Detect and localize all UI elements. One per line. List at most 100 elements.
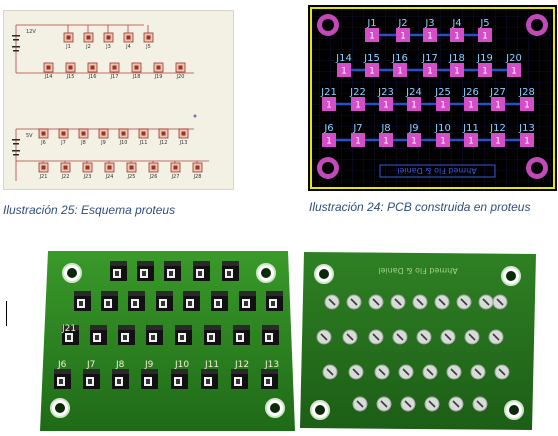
front-ref-label: J11 [204, 360, 219, 370]
pcb-3d-back-figure: Ahmed Flo & Daniel [300, 252, 536, 430]
front-header-connector [101, 291, 118, 311]
back-solder-pad [400, 396, 416, 412]
schematic-ref-label: J21 [39, 174, 48, 180]
pcb-pad-number: 1 [468, 101, 474, 111]
front-ref-label: J6 [57, 360, 67, 370]
back-solder-pad [368, 294, 384, 310]
pcb-ref-label: J8 [380, 123, 390, 134]
schematic-caption: Ilustración 25: Esquema proteus [3, 203, 176, 217]
schematic-connector-j27: J27 [171, 161, 181, 180]
pcb-pad-number: 1 [397, 67, 403, 77]
front-header-connector [110, 261, 127, 281]
pcb-ref-label: J5 [479, 18, 489, 29]
schematic-ref-label: J3 [105, 44, 111, 50]
back-solder-pad [456, 294, 472, 310]
front-ref-label: J7 [86, 360, 95, 370]
schematic-connector-j9: J9 [98, 128, 109, 146]
schematic-supply-top: 12V [26, 29, 36, 35]
pcb-ref-label: J7 [352, 123, 362, 134]
front-j21-label: J21 [61, 324, 76, 334]
front-header-connector [74, 291, 91, 311]
pcb-pad-number: 1 [411, 137, 417, 147]
schematic-ref-label: J18 [132, 74, 141, 80]
front-ref-label: J13 [264, 360, 279, 370]
pcb-layout-figure: J1 1 J2 1 J3 1 J4 1 J5 1 J14 1 J15 1 J16 1 J17 1 J18 1 J19 1 J… [308, 5, 557, 191]
pcb-ref-label: J13 [518, 123, 535, 134]
front-header-connector [231, 369, 248, 389]
schematic-connector-j26: J26 [149, 161, 159, 180]
back-solder-pad [434, 294, 450, 310]
front-header-connector [128, 291, 145, 311]
front-header-connector [204, 325, 221, 345]
pcb-ref-label: J22 [349, 87, 366, 98]
front-header-connector [156, 291, 173, 311]
front-header-connector [90, 325, 107, 345]
schematic-ref-label: J23 [83, 174, 92, 180]
schematic-ref-label: J12 [159, 140, 168, 146]
back-solder-pad [446, 364, 462, 380]
schematic-ref-label: J20 [176, 74, 185, 80]
front-header-connector [83, 369, 100, 389]
back-solder-pad [376, 396, 392, 412]
pcb-pad-number: 1 [355, 101, 361, 111]
front-header-connector [141, 369, 158, 389]
back-solder-pad [488, 329, 504, 345]
schematic-connector-j23: J23 [83, 161, 93, 180]
front-header-connector [261, 369, 278, 389]
pcb-pad-j9: J91 [407, 123, 421, 147]
pcb-ref-label: J26 [462, 87, 479, 98]
schematic-ref-label: J17 [110, 74, 119, 80]
back-solder-pad [368, 329, 384, 345]
pcb-mounting-hole [526, 14, 548, 36]
schematic-ref-label: J25 [127, 174, 136, 180]
schematic-connector-j3: J3 [103, 25, 114, 50]
pcb-pad-number: 1 [400, 32, 406, 42]
back-solder-pad [316, 329, 332, 345]
schematic-connector-j8: J8 [78, 128, 89, 146]
pcb-ref-label: J15 [363, 53, 380, 64]
pcb-pad-number: 1 [454, 67, 460, 77]
pcb-ref-label: J11 [462, 123, 479, 134]
pcb-ref-label: J6 [323, 123, 333, 134]
back-solder-pad [390, 294, 406, 310]
schematic-ref-label: J27 [171, 174, 180, 180]
pcb-ref-label: J10 [434, 123, 451, 134]
pcb-pad-number: 1 [326, 137, 332, 147]
back-solder-pad [478, 294, 494, 310]
schematic-ref-label: J8 [80, 140, 86, 146]
back-solder-pad [464, 329, 480, 345]
front-ref-label: J12 [234, 360, 249, 370]
back-solder-pad [416, 329, 432, 345]
back-solder-pad [440, 329, 456, 345]
front-header-connector [193, 261, 210, 281]
back-solder-pad [398, 364, 414, 380]
front-header-connector [266, 291, 283, 311]
schematic-connector-j12: J12 [159, 128, 169, 146]
pcb-ref-label: J19 [476, 53, 493, 64]
pcb-pad-j3: J31 [423, 18, 437, 42]
schematic-ref-label: J14 [44, 74, 53, 80]
pcb-mounting-hole [526, 157, 548, 179]
pcb-pad-number: 1 [369, 67, 375, 77]
pcb-ref-label: J21 [320, 87, 337, 98]
schematic-connector-j6: J6 [38, 128, 49, 146]
schematic-connector-j2: J2 [83, 25, 94, 50]
schematic-ref-label: J1 [65, 44, 71, 50]
back-solder-pad [346, 294, 362, 310]
schematic-connector-j4: J4 [123, 25, 134, 50]
schematic-ref-label: J16 [88, 74, 97, 80]
pcb-pad-j8: J81 [379, 123, 393, 147]
back-solder-pad [374, 364, 390, 380]
front-header-connector [175, 325, 192, 345]
pcb-mounting-hole [317, 157, 339, 179]
pcb-3d-back-drawing: Ahmed Flo & Daniel [300, 252, 536, 430]
pcb-pad-number: 1 [383, 101, 389, 111]
pcb-pad-number: 1 [495, 101, 501, 111]
schematic-connector-j13: J13 [179, 128, 189, 146]
